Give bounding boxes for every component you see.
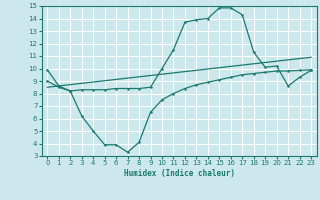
X-axis label: Humidex (Indice chaleur): Humidex (Indice chaleur) bbox=[124, 169, 235, 178]
